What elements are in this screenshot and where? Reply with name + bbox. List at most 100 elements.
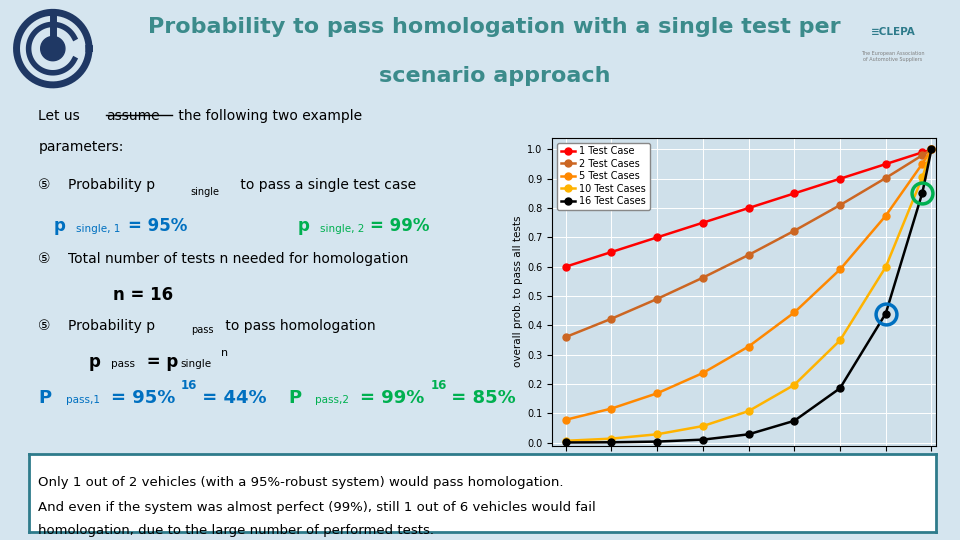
1 Test Case bbox=[560, 264, 571, 270]
16 Test Cases bbox=[606, 439, 617, 446]
2 Test Cases bbox=[697, 274, 708, 281]
Text: to pass a single test case: to pass a single test case bbox=[235, 178, 416, 192]
Line: 5 Test Cases: 5 Test Cases bbox=[563, 146, 935, 423]
Text: single, 1: single, 1 bbox=[76, 224, 120, 234]
5 Test Cases bbox=[925, 146, 937, 153]
Text: the following two example: the following two example bbox=[174, 110, 362, 124]
Text: P: P bbox=[38, 389, 52, 407]
Text: ⑤: ⑤ bbox=[38, 178, 51, 192]
16 Test Cases bbox=[652, 438, 663, 445]
Text: ⑤: ⑤ bbox=[38, 319, 51, 333]
1 Test Case bbox=[834, 176, 846, 182]
1 Test Case bbox=[917, 149, 928, 156]
Text: = 99%: = 99% bbox=[360, 389, 424, 407]
Text: single: single bbox=[180, 359, 212, 369]
10 Test Cases bbox=[788, 382, 800, 388]
5 Test Cases bbox=[788, 309, 800, 316]
Line: 16 Test Cases: 16 Test Cases bbox=[563, 146, 935, 446]
5 Test Cases bbox=[606, 406, 617, 412]
16 Test Cases bbox=[788, 417, 800, 424]
16 Test Cases bbox=[880, 310, 892, 317]
Text: pass: pass bbox=[110, 359, 134, 369]
2 Test Cases bbox=[652, 296, 663, 302]
Text: pass: pass bbox=[191, 325, 213, 335]
10 Test Cases bbox=[917, 174, 928, 181]
1 Test Case bbox=[925, 146, 937, 153]
5 Test Cases bbox=[560, 416, 571, 423]
10 Test Cases bbox=[834, 337, 846, 343]
Text: And even if the system was almost perfect (99%), still 1 out of 6 vehicles would: And even if the system was almost perfec… bbox=[37, 501, 595, 514]
Text: Only 1 out of 2 vehicles (with a 95%-robust system) would pass homologation.: Only 1 out of 2 vehicles (with a 95%-rob… bbox=[37, 476, 564, 489]
Y-axis label: overall prob. to pass all tests: overall prob. to pass all tests bbox=[513, 216, 523, 367]
10 Test Cases bbox=[697, 423, 708, 429]
Text: ≡CLEPA: ≡CLEPA bbox=[871, 28, 915, 37]
Text: = 95%: = 95% bbox=[129, 218, 187, 235]
Text: pass,1: pass,1 bbox=[66, 395, 100, 405]
16 Test Cases bbox=[834, 385, 846, 392]
Text: P: P bbox=[288, 389, 301, 407]
2 Test Cases bbox=[880, 175, 892, 181]
Text: p: p bbox=[298, 218, 310, 235]
Text: single, 2: single, 2 bbox=[321, 224, 365, 234]
Text: 16: 16 bbox=[180, 379, 197, 392]
Line: 10 Test Cases: 10 Test Cases bbox=[563, 146, 935, 444]
Polygon shape bbox=[40, 37, 65, 60]
X-axis label: prob. to pass single test: prob. to pass single test bbox=[681, 469, 807, 480]
Text: p: p bbox=[88, 353, 100, 371]
Text: n = 16: n = 16 bbox=[113, 286, 174, 304]
Text: Probability p: Probability p bbox=[68, 178, 156, 192]
Text: Probability to pass homologation with a single test per: Probability to pass homologation with a … bbox=[148, 17, 841, 37]
Text: to pass homologation: to pass homologation bbox=[221, 319, 375, 333]
Text: homologation, due to the large number of performed tests.: homologation, due to the large number of… bbox=[37, 524, 434, 537]
2 Test Cases bbox=[743, 252, 755, 258]
Text: = 44%: = 44% bbox=[196, 389, 266, 407]
Text: assume: assume bbox=[106, 110, 159, 124]
16 Test Cases bbox=[560, 439, 571, 446]
2 Test Cases bbox=[917, 152, 928, 159]
Text: n: n bbox=[221, 348, 228, 358]
Text: = p: = p bbox=[141, 353, 178, 371]
Text: = 85%: = 85% bbox=[445, 389, 516, 407]
10 Test Cases bbox=[743, 408, 755, 414]
1 Test Case bbox=[697, 219, 708, 226]
Text: p: p bbox=[54, 218, 65, 235]
16 Test Cases bbox=[697, 436, 708, 443]
5 Test Cases bbox=[917, 160, 928, 167]
1 Test Case bbox=[743, 205, 755, 211]
2 Test Cases bbox=[606, 315, 617, 322]
Text: = 95%: = 95% bbox=[110, 389, 175, 407]
10 Test Cases bbox=[925, 146, 937, 153]
Line: 1 Test Case: 1 Test Case bbox=[563, 146, 935, 270]
Text: Let us: Let us bbox=[38, 110, 84, 124]
2 Test Cases bbox=[925, 146, 937, 153]
Text: single: single bbox=[191, 187, 220, 197]
2 Test Cases bbox=[834, 202, 846, 208]
Text: The European Association
of Automotive Suppliers: The European Association of Automotive S… bbox=[861, 51, 924, 62]
5 Test Cases bbox=[834, 266, 846, 273]
1 Test Case bbox=[880, 161, 892, 167]
Text: Probability p: Probability p bbox=[68, 319, 156, 333]
Text: scenario approach: scenario approach bbox=[378, 66, 611, 86]
Text: ⑤: ⑤ bbox=[38, 252, 51, 266]
16 Test Cases bbox=[743, 431, 755, 437]
5 Test Cases bbox=[697, 370, 708, 376]
10 Test Cases bbox=[560, 437, 571, 444]
10 Test Cases bbox=[880, 264, 892, 271]
5 Test Cases bbox=[880, 213, 892, 219]
1 Test Case bbox=[652, 234, 663, 241]
Text: Total number of tests n needed for homologation: Total number of tests n needed for homol… bbox=[68, 252, 409, 266]
2 Test Cases bbox=[788, 227, 800, 234]
16 Test Cases bbox=[917, 190, 928, 196]
Legend: 1 Test Case, 2 Test Cases, 5 Test Cases, 10 Test Cases, 16 Test Cases: 1 Test Case, 2 Test Cases, 5 Test Cases,… bbox=[557, 143, 650, 210]
Text: parameters:: parameters: bbox=[38, 140, 124, 154]
5 Test Cases bbox=[652, 390, 663, 396]
10 Test Cases bbox=[652, 431, 663, 437]
Text: 16: 16 bbox=[430, 379, 446, 392]
Text: = 99%: = 99% bbox=[371, 218, 430, 235]
1 Test Case bbox=[788, 190, 800, 197]
Line: 2 Test Cases: 2 Test Cases bbox=[563, 146, 935, 341]
Text: pass,2: pass,2 bbox=[316, 395, 349, 405]
5 Test Cases bbox=[743, 343, 755, 350]
1 Test Case bbox=[606, 249, 617, 255]
10 Test Cases bbox=[606, 435, 617, 442]
